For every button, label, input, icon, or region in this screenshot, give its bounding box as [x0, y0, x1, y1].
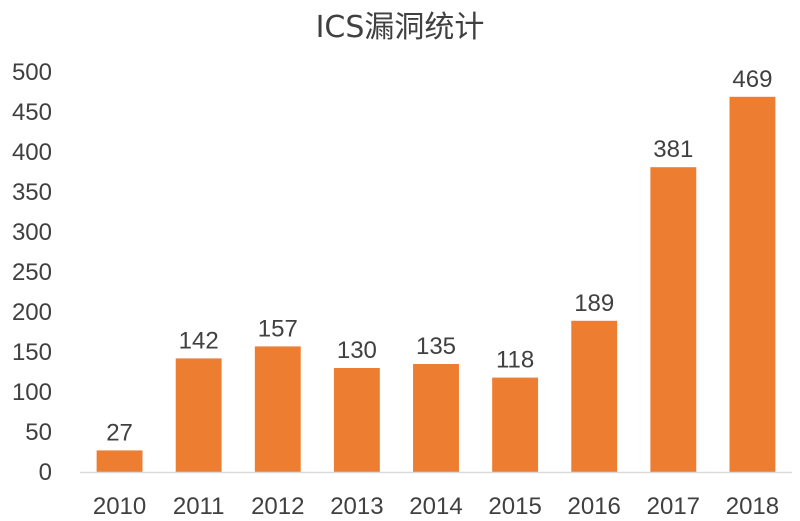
y-tick-label: 100: [12, 379, 52, 406]
y-tick-label: 450: [12, 99, 52, 126]
data-labels: 27 142 157 130 135 118 189 381 469: [106, 66, 772, 447]
bar-2018: [729, 96, 776, 473]
bar-2016: [571, 320, 618, 472]
x-tick-label-2015: 2015: [488, 493, 541, 520]
data-label-2014: 135: [416, 333, 456, 360]
y-tick-label: 500: [12, 59, 52, 86]
chart-title: ICS漏洞统计: [315, 10, 485, 45]
data-label-2011: 142: [179, 327, 219, 354]
bars: [96, 96, 776, 473]
y-tick-label: 200: [12, 299, 52, 326]
y-tick-label: 400: [12, 139, 52, 166]
data-label-2013: 130: [337, 337, 377, 364]
bar-2017: [650, 167, 697, 472]
data-label-2017: 381: [653, 136, 693, 163]
bar-2010: [96, 450, 143, 472]
x-tick-label-2011: 2011: [173, 493, 225, 520]
x-tick-label-2018: 2018: [726, 493, 779, 520]
y-tick-label: 250: [12, 259, 52, 286]
x-tick-label-2012: 2012: [251, 493, 304, 520]
x-tick-label-2013: 2013: [330, 493, 383, 520]
bar-2014: [413, 364, 459, 472]
data-label-2010: 27: [106, 419, 133, 446]
x-tick-label-2014: 2014: [409, 493, 462, 520]
x-tick-label-2017: 2017: [647, 493, 700, 520]
bar-2013: [333, 368, 380, 472]
x-tick-label-2016: 2016: [568, 493, 621, 520]
x-axis-labels: 2010 2011 2012 2013 2014 2015 2016 2017 2018: [93, 493, 779, 520]
data-label-2016: 189: [574, 290, 614, 317]
y-tick-label: 150: [12, 339, 52, 366]
x-tick-label-2010: 2010: [93, 493, 146, 520]
data-label-2012: 157: [258, 315, 298, 342]
y-tick-label: 50: [25, 419, 52, 446]
y-tick-label: 350: [12, 179, 52, 206]
bar-2012: [254, 346, 301, 472]
y-tick-label: 0: [39, 459, 52, 486]
y-tick-label: 300: [12, 219, 52, 246]
bar-2015: [492, 377, 539, 472]
data-label-2018: 469: [732, 66, 772, 93]
bar-2011: [175, 358, 222, 472]
y-axis-labels: 0 50 100 150 200 250 300 350 400 450 500: [12, 59, 52, 486]
data-label-2015: 118: [496, 347, 534, 374]
